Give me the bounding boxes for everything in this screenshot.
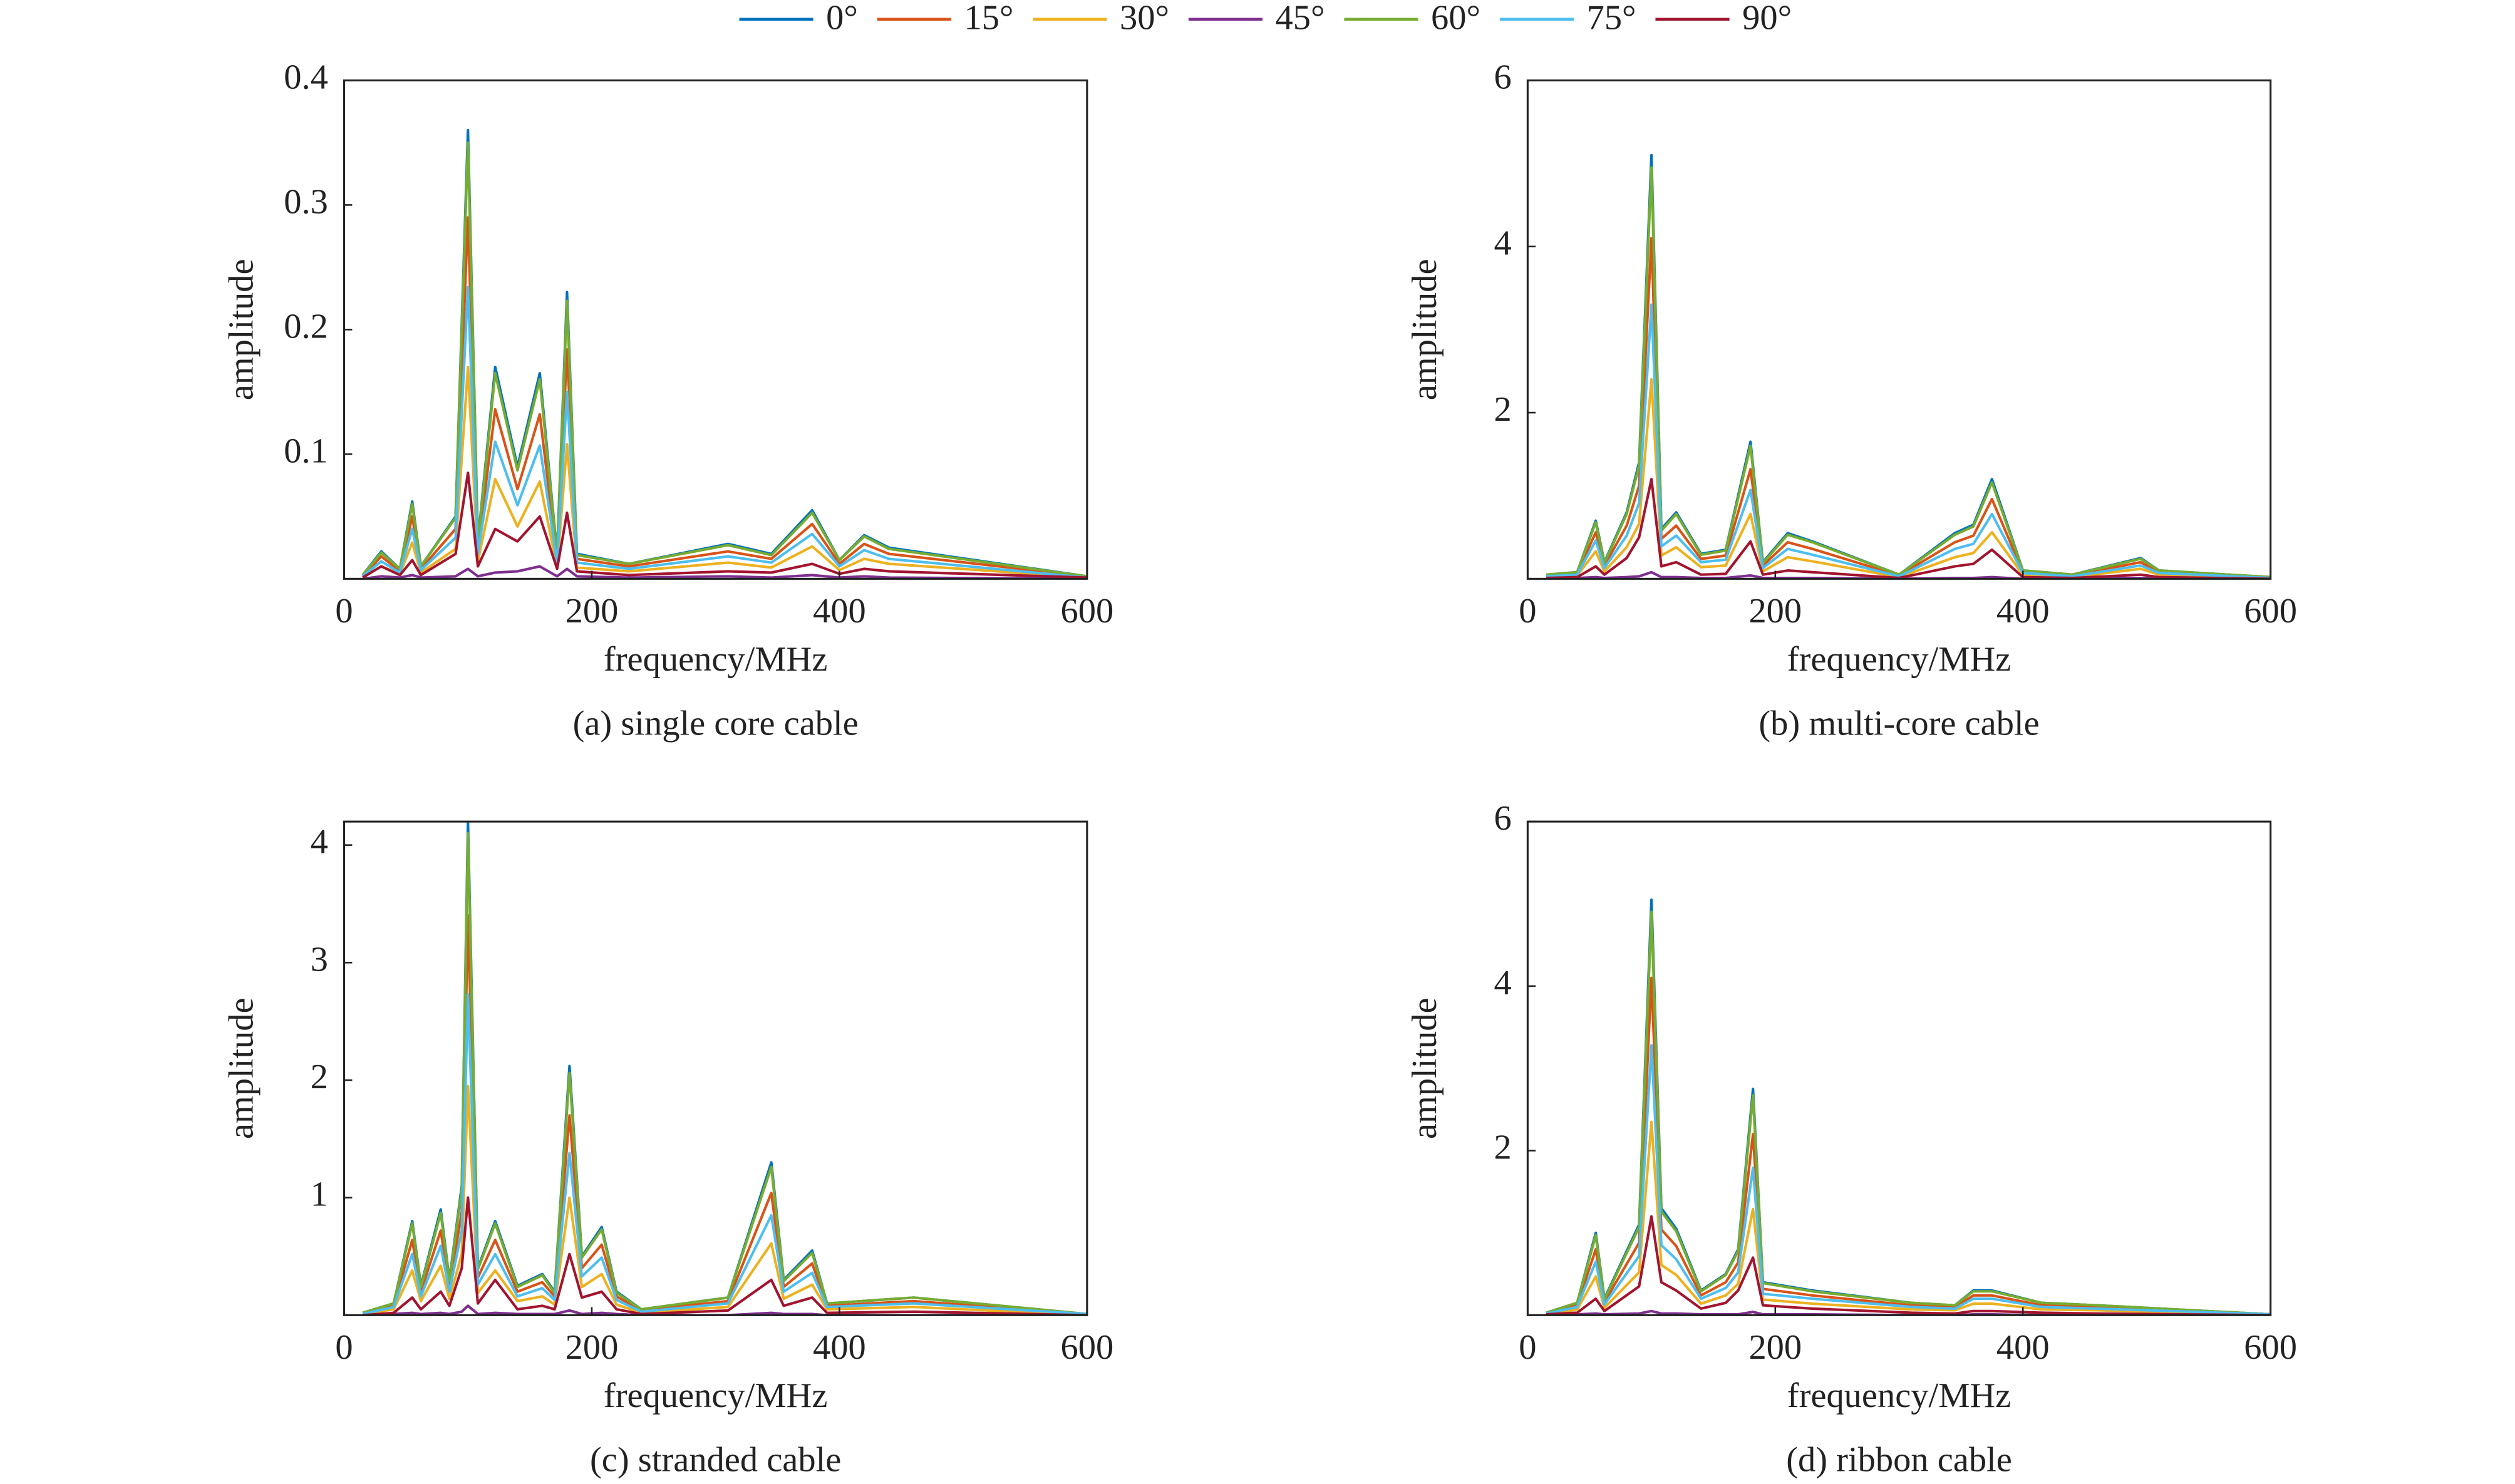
y-tick-label: 1 [311, 1175, 328, 1214]
y-axis-label: amplitude [222, 259, 261, 400]
series-line [362, 565, 1087, 579]
series-line [363, 1196, 1087, 1316]
y-tick-label: 0.2 [284, 307, 328, 346]
y-tick-label: 4 [311, 823, 328, 862]
subplot: 0 200 400 600 0.1 0.2 0.3 0.4 frequency/MHz ampli… [222, 58, 1113, 743]
series-line [1546, 1215, 2271, 1316]
legend-label: 30° [1120, 0, 1169, 37]
x-tick-label: 200 [1748, 592, 1802, 631]
y-tick-label: 6 [1494, 799, 1511, 838]
x-tick-label: 0 [335, 1328, 353, 1367]
series-line [361, 286, 1087, 579]
y-tick-label: 4 [1494, 964, 1511, 1002]
legend-label: 75° [1587, 0, 1636, 37]
subplot: 0 200 400 600 1 2 3 4 frequency/MHz amplitude (c) … [222, 820, 1113, 1480]
legend-label: 90° [1742, 0, 1792, 37]
x-tick-label: 200 [565, 592, 619, 631]
y-tick-label: 0.1 [284, 431, 328, 470]
series-line [1546, 478, 2271, 579]
x-axis-label: frequency/MHz [1787, 1376, 2011, 1415]
legend-label: 0° [826, 0, 858, 37]
series-line [1546, 1044, 2271, 1316]
y-axis-label: amplitude [1405, 997, 1444, 1139]
x-tick-label: 400 [813, 592, 866, 631]
axes-frame [343, 820, 1088, 1316]
caption: (d) ribbon cable [1786, 1441, 2012, 1480]
x-tick-label: 200 [565, 1328, 619, 1367]
legend-label: 45° [1276, 0, 1325, 37]
x-tick-label: 600 [2244, 1328, 2297, 1367]
x-axis-label: frequency/MHz [1787, 640, 2011, 679]
y-tick-label: 3 [311, 940, 328, 979]
caption: (b) multi-core cable [1758, 704, 2039, 743]
y-tick-label: 0.4 [284, 58, 328, 96]
x-tick-label: 0 [1519, 592, 1536, 631]
y-tick-label: 2 [311, 1058, 328, 1096]
x-tick-label: 0 [1519, 1328, 1536, 1367]
x-tick-label: 400 [813, 1328, 866, 1367]
x-tick-label: 600 [1060, 592, 1113, 631]
series-line [1546, 166, 2271, 579]
x-axis-label: frequency/MHz [604, 1376, 827, 1415]
series-line [362, 992, 1087, 1316]
series-line [1546, 976, 2271, 1316]
y-axis-label: amplitude [1405, 259, 1444, 400]
y-tick-label: 2 [1494, 1128, 1511, 1167]
x-tick-label: 400 [1996, 1328, 2050, 1367]
y-tick-label: 6 [1494, 58, 1511, 96]
x-tick-label: 400 [1996, 592, 2050, 631]
x-axis-label: frequency/MHz [604, 640, 827, 679]
series-line [1546, 303, 2271, 579]
x-tick-label: 200 [1748, 1328, 1802, 1367]
series-line [363, 1304, 1087, 1316]
series-line [1546, 1120, 2271, 1316]
y-tick-label: 4 [1494, 224, 1511, 263]
legend-label: 60° [1431, 0, 1480, 37]
x-tick-label: 600 [2244, 592, 2297, 631]
caption: (a) single core cable [573, 704, 859, 743]
series-line [1546, 378, 2271, 579]
y-axis-label: amplitude [222, 997, 261, 1139]
series-line [362, 471, 1087, 579]
axes-frame [1526, 820, 2272, 1316]
legend: 0° 15° 30° 45° 60° 75° 90° [739, 0, 1792, 37]
subplot: 0 200 400 600 2 4 6 frequency/MHz amplitude (b) m… [1405, 58, 2297, 743]
series-line [362, 366, 1087, 579]
y-tick-label: 0.3 [284, 182, 328, 221]
series-line [361, 141, 1087, 578]
series-line [1546, 910, 2271, 1316]
series-line [1546, 570, 2271, 579]
y-tick-label: 2 [1494, 390, 1511, 429]
x-tick-label: 600 [1060, 1328, 1113, 1367]
axes-frame [1526, 79, 2272, 580]
legend-label: 15° [964, 0, 1013, 37]
caption: (c) stranded cable [590, 1441, 841, 1480]
x-tick-label: 0 [335, 592, 353, 631]
subplot: 0 200 400 600 2 4 6 frequency/MHz amplitude (d) r… [1405, 799, 2297, 1480]
